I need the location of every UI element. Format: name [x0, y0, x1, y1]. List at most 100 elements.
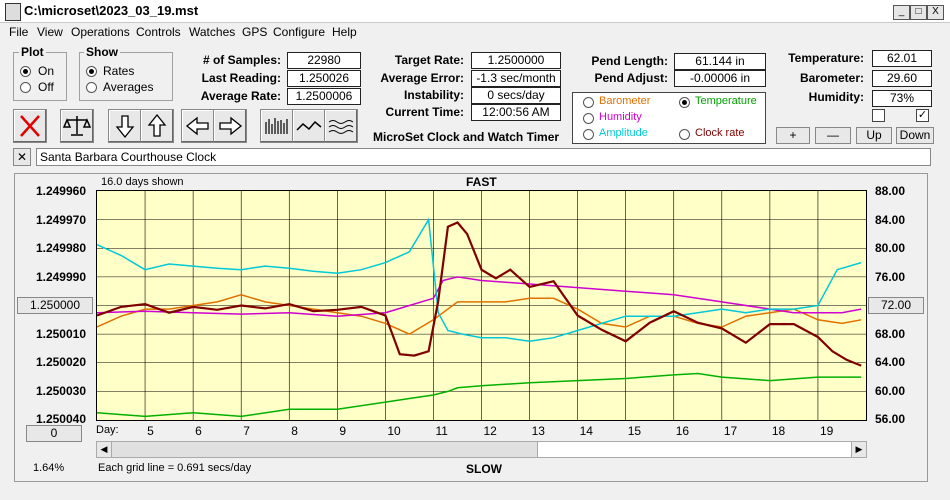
- temperature-value: 62.01: [872, 50, 932, 67]
- average-error-label: Average Error:: [380, 71, 464, 85]
- amplitude-radio[interactable]: [583, 129, 594, 140]
- clear-watch-button[interactable]: ✕: [13, 148, 31, 166]
- menu-file[interactable]: File: [9, 25, 29, 39]
- menu-view[interactable]: View: [37, 25, 63, 39]
- menu-operations[interactable]: Operations: [71, 25, 130, 39]
- days-shown-label: 16.0 days shown: [101, 176, 184, 188]
- x-tick-label: 10: [387, 424, 401, 438]
- x-tick-label: 16: [675, 424, 690, 438]
- barometer-radio[interactable]: [583, 97, 594, 108]
- minus-button[interactable]: —: [815, 127, 851, 144]
- instability-label: Instability:: [403, 88, 464, 102]
- center-sensor-button[interactable]: 72.00: [868, 297, 924, 314]
- temperature-radio[interactable]: [679, 97, 690, 108]
- histogram-icon: [265, 118, 288, 134]
- zero-button[interactable]: 0: [26, 425, 82, 442]
- histogram-button[interactable]: [260, 109, 294, 143]
- arrow-left-icon: [185, 116, 209, 136]
- maximize-button[interactable]: □: [910, 5, 927, 20]
- minimize-button[interactable]: _: [893, 5, 910, 20]
- app-icon: [5, 3, 21, 21]
- show-averages-radio[interactable]: [86, 82, 97, 93]
- down-button[interactable]: Down: [896, 127, 934, 144]
- window-title: C:\microset\2023_03_19.mst: [24, 3, 199, 18]
- show-rates-radio[interactable]: [86, 66, 97, 77]
- right-checkbox[interactable]: ✓: [916, 109, 929, 122]
- plus-button[interactable]: +: [776, 127, 810, 144]
- pend-adjust-label: Pend Adjust:: [594, 71, 668, 85]
- app-name-label: MicroSet Clock and Watch Timer: [373, 130, 560, 144]
- scroll-right-icon[interactable]: ▶: [851, 442, 866, 457]
- series-line-barometer: [96, 294, 862, 335]
- arrow-up-button[interactable]: [140, 109, 174, 143]
- y-left-tick: 1.249970: [35, 213, 86, 227]
- plot-on-label: On: [38, 64, 55, 78]
- menu-configure[interactable]: Configure: [273, 25, 326, 39]
- y-right-tick: 80.00: [875, 241, 906, 255]
- target-rate-value: 1.2500000: [471, 52, 561, 69]
- y-right-tick: 88.00: [875, 184, 906, 198]
- plot-group-title: Plot: [19, 45, 46, 59]
- balance-button[interactable]: [60, 109, 94, 143]
- plot-on-radio[interactable]: [20, 66, 31, 77]
- center-rate-button[interactable]: 1.250000: [17, 297, 93, 314]
- temperature-label: Temperature:: [788, 51, 864, 65]
- menu-gps[interactable]: GPS: [242, 25, 268, 39]
- y-left-tick: 1.249960: [35, 184, 86, 198]
- arrow-right-button[interactable]: [213, 109, 247, 143]
- show-group-title: Show: [84, 45, 120, 59]
- plot-off-radio[interactable]: [20, 82, 31, 93]
- clock-rate-option: Clock rate: [695, 127, 745, 139]
- x-tick-label: 18: [771, 424, 786, 438]
- x-tick-label: 5: [147, 424, 154, 438]
- pend-length-value: 61.144 in: [674, 53, 766, 70]
- y-right-tick: 56.00: [875, 412, 906, 426]
- current-time-label: Current Time:: [385, 105, 464, 119]
- pend-adjust-value: -0.00006 in: [674, 70, 766, 87]
- scroll-thumb[interactable]: [537, 442, 851, 457]
- y-right-tick: 84.00: [875, 213, 906, 227]
- horizontal-scrollbar[interactable]: ◀ ▶: [96, 441, 867, 458]
- menu-watches[interactable]: Watches: [189, 25, 236, 39]
- chart-svg: [96, 191, 866, 420]
- x-tick-label: 11: [435, 424, 448, 438]
- last-reading-label: Last Reading:: [201, 71, 281, 85]
- balance-scale-icon: [62, 116, 92, 136]
- x-tick-label: 12: [483, 424, 497, 438]
- wave-button[interactable]: [324, 109, 358, 143]
- title-bar: C:\microset\2023_03_19.mst _ □ X: [0, 0, 950, 23]
- humidity-option: Humidity: [599, 111, 642, 123]
- clock-rate-radio[interactable]: [679, 129, 690, 140]
- watch-name-field[interactable]: Santa Barbara Courthouse Clock: [36, 148, 931, 166]
- left-checkbox[interactable]: [872, 109, 885, 122]
- arrow-down-button[interactable]: [108, 109, 142, 143]
- red-x-icon: [20, 115, 40, 137]
- y-right-tick: 68.00: [875, 327, 906, 341]
- cancel-button[interactable]: [13, 109, 47, 143]
- line-graph-button[interactable]: [292, 109, 326, 143]
- humidity-radio[interactable]: [583, 113, 594, 124]
- arrow-down-icon: [115, 115, 135, 139]
- temperature-option: Temperature: [695, 95, 757, 107]
- menu-controls[interactable]: Controls: [136, 25, 181, 39]
- y-left-tick: 1.250030: [35, 384, 86, 398]
- samples-label: # of Samples:: [202, 53, 281, 67]
- pend-length-label: Pend Length:: [591, 54, 668, 68]
- sensor-select-box: [572, 92, 766, 144]
- scroll-left-icon[interactable]: ◀: [97, 442, 112, 457]
- menu-help[interactable]: Help: [332, 25, 357, 39]
- close-window-button[interactable]: X: [927, 5, 944, 20]
- amplitude-option: Amplitude: [599, 127, 648, 139]
- y-right-tick: 60.00: [875, 384, 906, 398]
- grid-note-label: Each grid line = 0.691 secs/day: [98, 462, 252, 474]
- arrow-left-button[interactable]: [181, 109, 215, 143]
- series-line-amplitude: [96, 217, 862, 343]
- current-time-value: 12:00:56 AM: [471, 104, 561, 121]
- barometer-option: Barometer: [599, 95, 651, 107]
- y-left-tick: 1.250040: [35, 412, 86, 426]
- last-reading-value: 1.250026: [287, 70, 361, 87]
- y-left-tick: 1.250020: [35, 355, 86, 369]
- slow-label: SLOW: [466, 462, 502, 476]
- up-button[interactable]: Up: [856, 127, 892, 144]
- series-line-humidity: [96, 276, 862, 317]
